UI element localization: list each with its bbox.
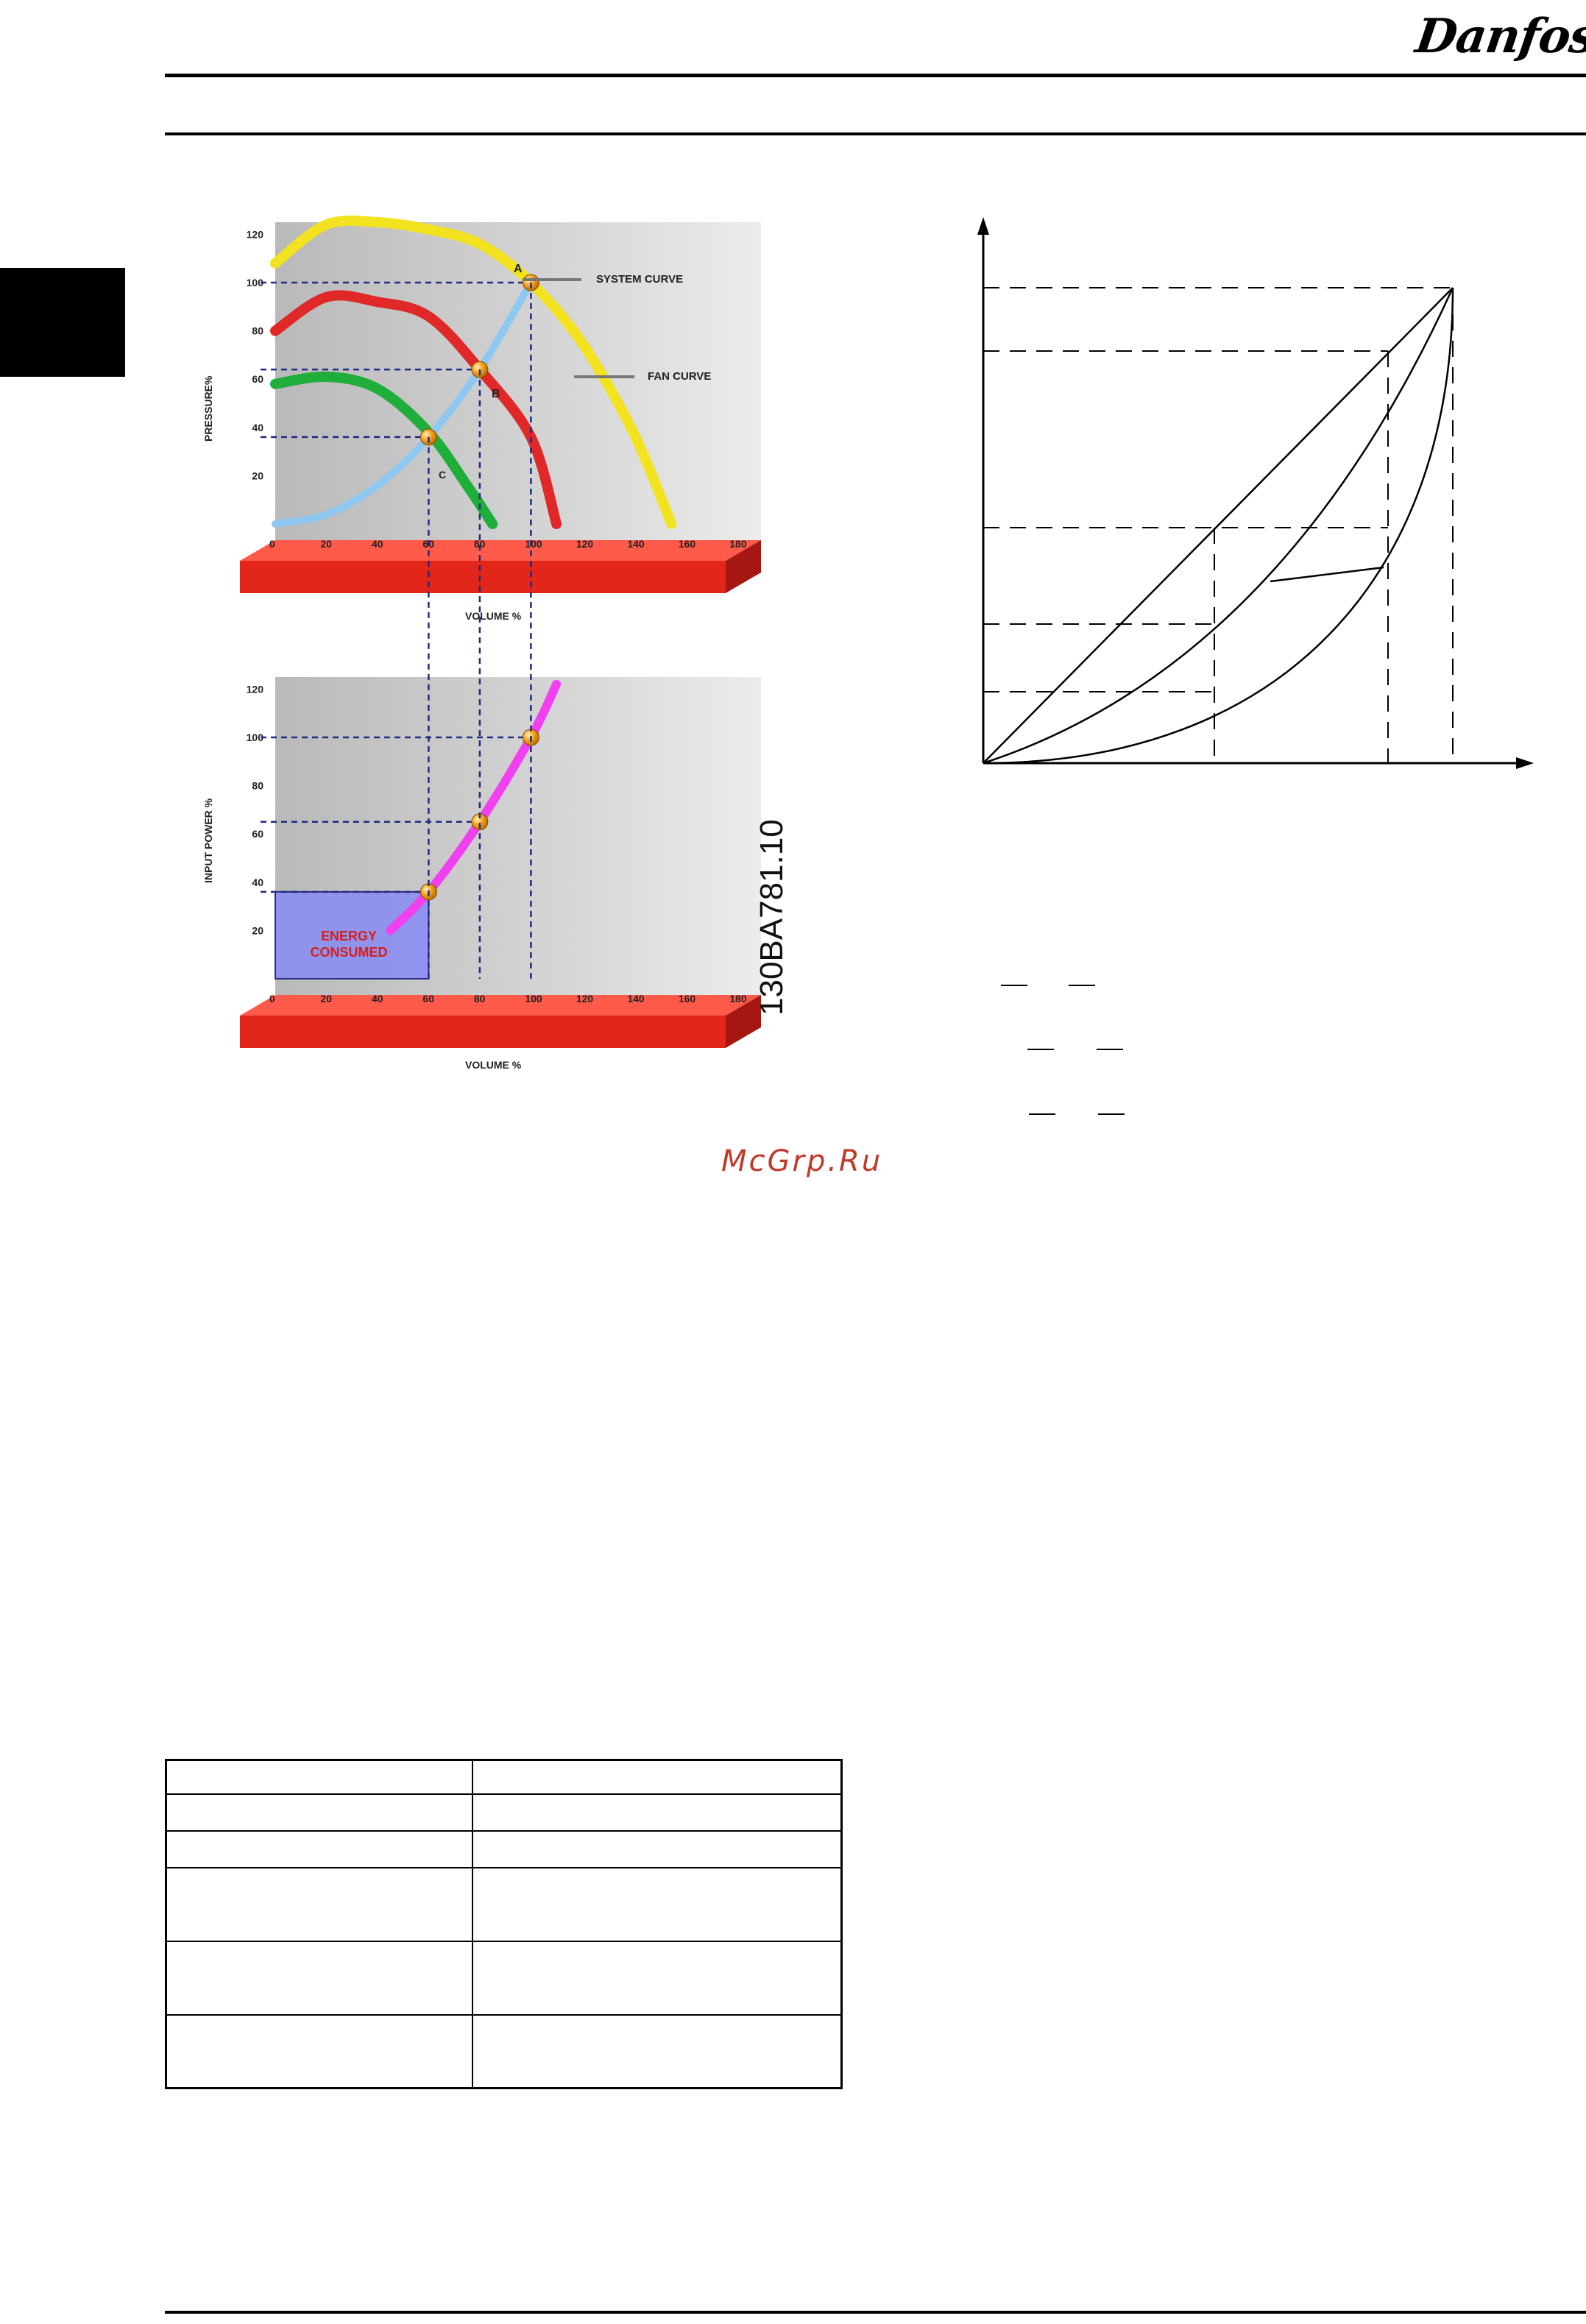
header-rule-bottom [165,132,1586,135]
fan-curve-60 [270,371,498,529]
pressure-axis-title: PRESSURE% [202,375,214,442]
formula-bar [1001,985,1027,986]
pressure-chart-platform-front [240,561,726,593]
fan-curve-100 [270,215,677,529]
x-tick-label: 160 [679,993,696,1005]
table-cell [165,1940,473,2016]
x-axis-arrow [1516,757,1534,769]
table-cell [165,2013,473,2089]
table-cell [165,1793,473,1832]
y-tick-label: 60 [252,828,263,840]
x-tick-label: 100 [525,993,542,1005]
y-tick-label: 40 [252,876,263,888]
spec-table [165,1759,843,2089]
cubic-law-curve [983,287,1454,765]
table-row [165,1759,843,1795]
x-tick-label: 0 [269,538,275,550]
table-row [165,1829,843,1868]
y-tick-label: 40 [252,422,263,433]
table-row [165,1940,843,2016]
x-tick-label: 60 [422,993,434,1005]
x-tick-label: 100 [525,538,542,550]
x-tick-label: 140 [627,538,645,550]
footer-rule [165,2311,1586,2314]
chapter-side-tab [0,268,125,377]
table-cell [472,1759,843,1795]
x-tick-label: 80 [474,538,486,550]
power-chart-platform-side [726,995,761,1048]
table-cell [165,1866,473,1942]
formula-bar [1097,1049,1123,1050]
x-tick-label: 160 [679,538,696,550]
formula-bar [1098,1113,1125,1115]
y-tick-label: 20 [252,924,263,936]
affinity-law-diagram [977,217,1534,769]
x-tick-label: 120 [576,993,594,1005]
x-tick-label: 40 [372,993,383,1005]
x-tick-label: 20 [320,538,332,550]
x-tick-label: 40 [372,538,383,550]
linear-law-line [983,287,1454,764]
y-tick-label: 120 [247,228,264,240]
table-cell [472,1793,843,1832]
formula-bar [1069,985,1095,986]
y-tick-label: 80 [252,325,263,337]
power-x-axis-title: VOLUME % [465,1059,522,1071]
table-cell [472,1866,843,1942]
power-chart-platform-front [240,1016,726,1048]
table-row [165,1793,843,1832]
y-tick-label: 80 [252,780,263,792]
danfoss-logo: Danfoss [1412,9,1586,64]
table-row [165,1866,843,1942]
x-tick-label: 120 [576,538,594,550]
energy-label-line1: ENERGY [321,929,377,943]
point-c-label: C [439,469,446,481]
y-tick-label: 100 [247,277,264,288]
x-tick-label: 0 [269,993,275,1005]
y-tick-label: 60 [252,373,263,385]
table-cell [165,1759,473,1795]
x-tick-label: 80 [474,993,486,1005]
x-tick-label: 20 [320,993,332,1005]
header-rule-top [165,74,1586,77]
curve-pointer [1270,566,1384,583]
formula-bar [1027,1049,1054,1050]
fan-curve-label: FAN CURVE [648,370,711,383]
pressure-x-axis-title: VOLUME % [465,610,522,622]
system-curve [272,279,535,528]
table-cell [165,1829,473,1868]
power-axis-title: INPUT POWER % [202,798,214,883]
y-tick-label: 20 [252,470,263,481]
system-curve-label: SYSTEM CURVE [596,273,683,286]
y-tick-label: 100 [247,731,264,743]
square-law-curve [983,287,1454,765]
table-row [165,2013,843,2089]
table-cell [472,2013,843,2089]
y-axis-arrow [977,217,989,235]
x-tick-label: 180 [729,993,747,1005]
pressure-chart-platform-side [726,540,761,593]
point-a-label: A [514,263,523,275]
y-tick-label: 120 [247,683,264,695]
pressure-chart-platform-top [240,540,761,561]
x-tick-label: 140 [627,993,645,1005]
formula-bar [1029,1113,1055,1115]
power-chart-platform-top [240,995,761,1016]
fan-curve-80 [270,290,562,529]
table-cell [472,1940,843,2016]
energy-label-line2: CONSUMED [310,945,387,960]
table-cell [472,1829,843,1868]
x-tick-label: 180 [729,538,747,550]
point-b-label: B [492,388,500,400]
watermark: McGrp.Ru [721,1144,883,1178]
